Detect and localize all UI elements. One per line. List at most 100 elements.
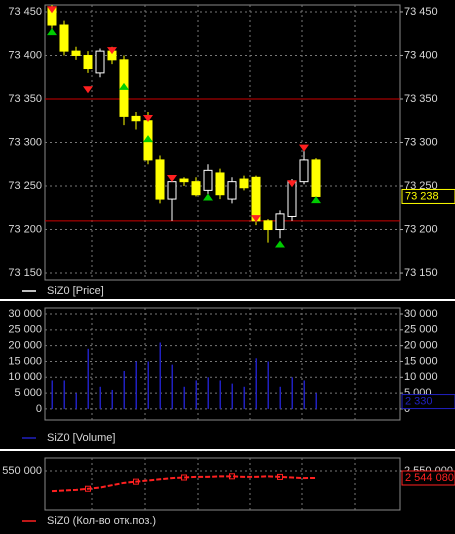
- candle-body: [275, 213, 285, 231]
- volume-bar: [135, 361, 137, 409]
- buy-signal: [311, 196, 321, 204]
- volume-bar: [267, 361, 269, 409]
- volume-bar: [183, 386, 185, 409]
- buy-signal: [203, 193, 213, 201]
- sell-signal: [83, 86, 93, 94]
- current-value-box: [401, 188, 455, 204]
- y-tick-label: 0: [36, 403, 42, 415]
- y-tick-label: 30 000: [8, 308, 42, 320]
- y-tick-label-right: 73 150: [404, 267, 438, 279]
- volume-bar: [291, 377, 293, 409]
- sell-signal: [143, 115, 153, 123]
- legend-label: SiZ0 [Price]: [47, 285, 104, 297]
- candle-body: [179, 178, 189, 183]
- legend-label: SiZ0 (Кол-во отк.поз.): [47, 515, 156, 527]
- volume-bar: [99, 386, 101, 409]
- candle-body: [155, 159, 165, 200]
- oi-point: [277, 473, 283, 480]
- y-tick-label: 73 150: [8, 267, 42, 279]
- y-tick-label-right: 73 300: [404, 136, 438, 148]
- candle-body: [95, 50, 105, 74]
- current-value-box: [401, 394, 455, 410]
- oi-point: [181, 474, 187, 481]
- candle-body: [83, 54, 93, 70]
- candle-body: [227, 181, 237, 200]
- volume-bar: [111, 389, 113, 409]
- current-value-label: 73 238: [405, 190, 439, 202]
- buy-signal: [119, 82, 129, 90]
- y-tick-label-right: 73 350: [404, 93, 438, 105]
- current-value-label: 2 544 080: [405, 472, 454, 484]
- candle-body: [239, 178, 249, 189]
- y-tick-label: 20 000: [8, 340, 42, 352]
- volume-bar: [231, 383, 233, 409]
- volume-bar: [159, 342, 161, 409]
- oi-point: [85, 485, 91, 492]
- volume-bar: [63, 380, 65, 409]
- buy-signal: [275, 240, 285, 248]
- sell-signal: [167, 175, 177, 183]
- legend-label: SiZ0 [Volume]: [47, 432, 115, 444]
- candle-body: [167, 181, 177, 200]
- y-tick-label-right: 73 250: [404, 180, 438, 192]
- volume-bar: [147, 361, 149, 409]
- current-value-box: [401, 470, 455, 486]
- y-tick-label: 73 350: [8, 93, 42, 105]
- y-tick-label-right: 15 000: [404, 355, 438, 367]
- oi-point: [229, 473, 235, 480]
- buy-signal: [47, 28, 57, 36]
- plot-frame: [44, 307, 401, 421]
- sell-signal: [299, 144, 309, 152]
- candle-body: [263, 220, 273, 231]
- y-tick-label: 5 000: [14, 387, 42, 399]
- candle-body: [311, 159, 321, 197]
- volume-bar: [279, 386, 281, 409]
- y-tick-label-right: 73 200: [404, 223, 438, 235]
- y-tick-label: 15 000: [8, 355, 42, 367]
- candle-body: [71, 50, 81, 56]
- current-value-label: 2 330: [405, 395, 433, 407]
- sell-signal: [251, 215, 261, 223]
- y-tick-label: 25 000: [8, 324, 42, 336]
- y-tick-label: 73 450: [8, 6, 42, 18]
- volume-bar: [195, 380, 197, 409]
- y-tick-label-right: 25 000: [404, 324, 438, 336]
- y-tick-label: 10 000: [8, 371, 42, 383]
- volume-bar: [51, 380, 53, 409]
- volume-bar: [219, 380, 221, 409]
- oi-point: [133, 478, 139, 485]
- y-tick-label: 73 250: [8, 180, 42, 192]
- y-tick-label-right: 73 450: [404, 6, 438, 18]
- volume-bar: [75, 393, 77, 409]
- candle-body: [191, 181, 201, 196]
- sell-signal: [287, 180, 297, 188]
- y-tick-label: 73 400: [8, 49, 42, 61]
- volume-bar: [207, 377, 209, 409]
- candle-body: [131, 115, 141, 122]
- y-tick-label-right: 73 400: [404, 49, 438, 61]
- plot-frame: [44, 457, 401, 511]
- y-tick-label-right: 30 000: [404, 308, 438, 320]
- oi-line: [51, 475, 317, 493]
- volume-bar: [303, 380, 305, 409]
- volume-bar: [243, 386, 245, 409]
- volume-bar: [315, 393, 317, 409]
- candle-body: [251, 176, 261, 222]
- sell-signal: [47, 6, 57, 14]
- y-tick-label-right: 20 000: [404, 340, 438, 352]
- y-tick-label: 73 200: [8, 223, 42, 235]
- y-tick-label: 73 300: [8, 136, 42, 148]
- candle-body: [203, 169, 213, 191]
- volume-bar: [87, 348, 89, 409]
- sell-signal: [107, 47, 117, 55]
- volume-bar: [171, 364, 173, 409]
- volume-bar: [123, 370, 125, 409]
- candle-body: [299, 159, 309, 183]
- buy-signal: [143, 135, 153, 143]
- candle-body: [59, 24, 69, 52]
- y-tick-label: 2 550 000: [0, 465, 42, 477]
- volume-bar: [255, 358, 257, 409]
- candle-body: [215, 172, 225, 196]
